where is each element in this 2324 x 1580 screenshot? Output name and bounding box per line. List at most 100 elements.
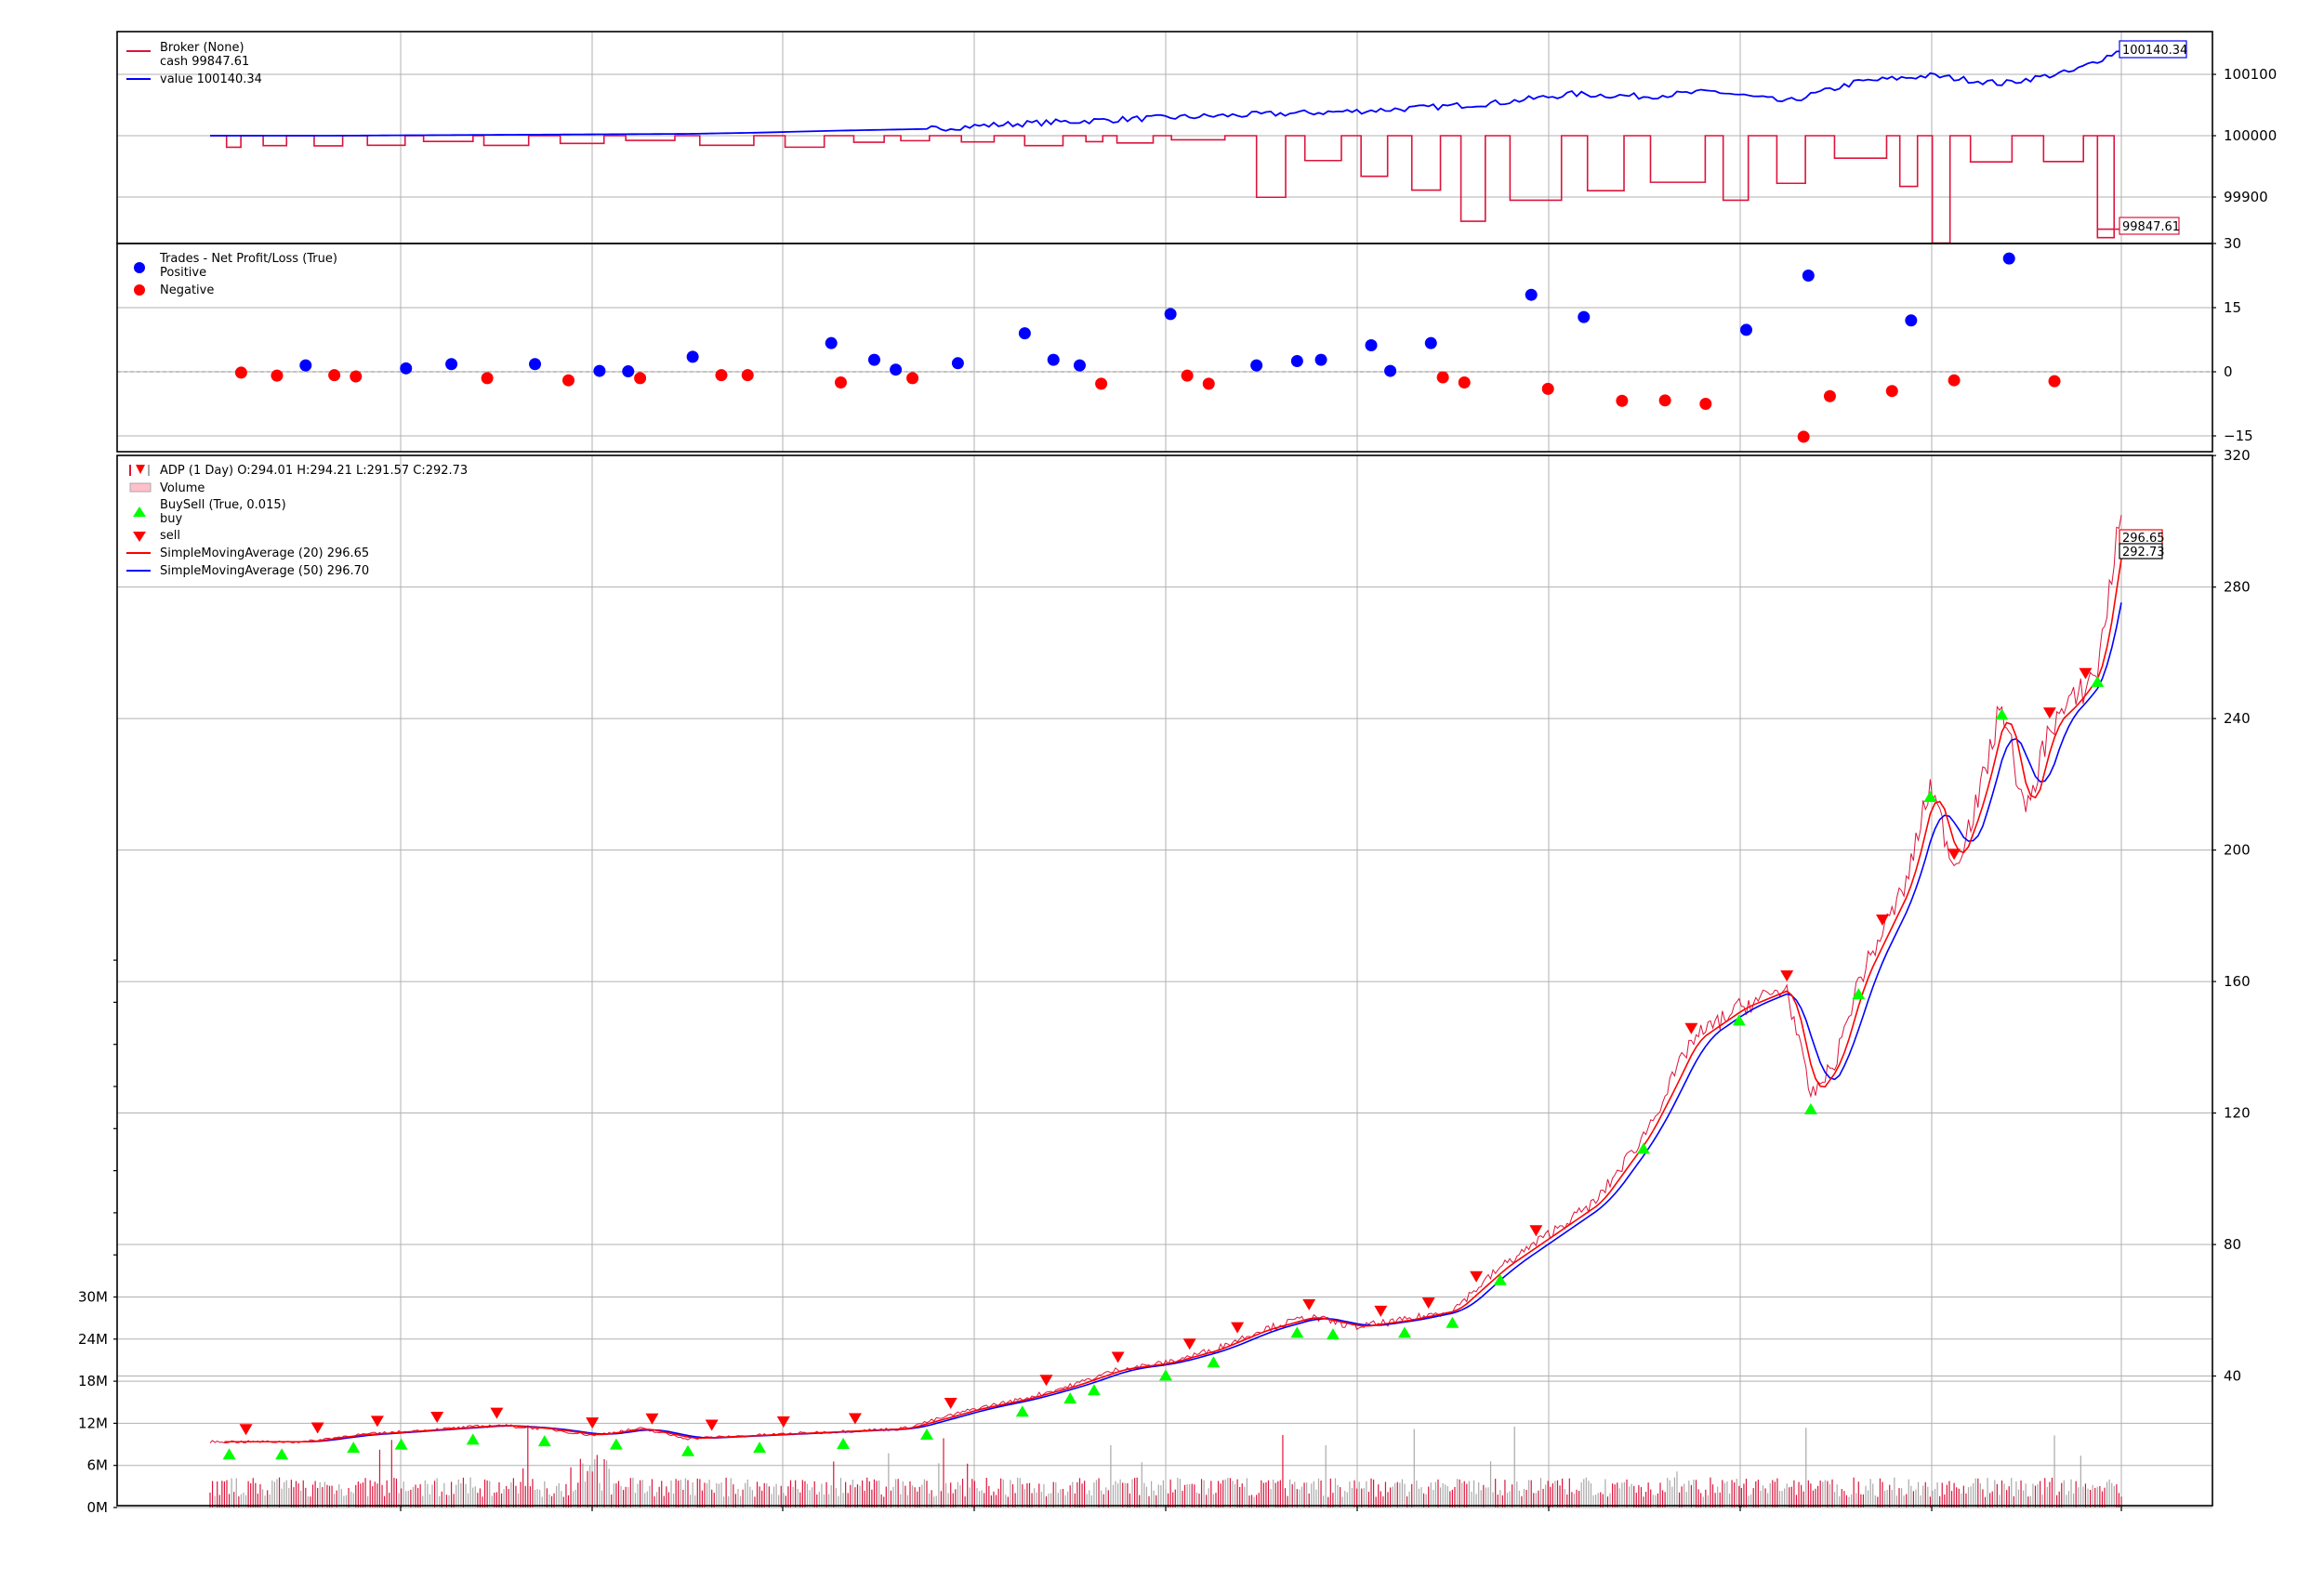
- buy-marker: [1923, 790, 1937, 802]
- price-axes-frame: [116, 454, 2213, 1507]
- buy-marker: [1207, 1356, 1221, 1368]
- buy-label: buy: [160, 512, 182, 526]
- buy-marker: [2091, 676, 2105, 688]
- grid-lines: [117, 32, 2212, 1508]
- sell-marker: [310, 1422, 324, 1434]
- sell-marker: [1111, 1351, 1125, 1363]
- negative-trade-point: [1458, 376, 1471, 388]
- negative-trade-point: [1541, 382, 1554, 395]
- buy-marker: [1803, 1102, 1817, 1114]
- negative-trade-point: [906, 372, 919, 385]
- sell-marker: [1374, 1305, 1388, 1317]
- buy-marker: [1290, 1326, 1304, 1338]
- negative-trade-point: [741, 369, 754, 382]
- buy-marker: [275, 1448, 289, 1460]
- sell-marker: [1039, 1375, 1053, 1387]
- positive-trade-point: [1802, 270, 1815, 282]
- buy-marker: [222, 1448, 236, 1460]
- buy-marker: [1995, 708, 2009, 720]
- sell-marker: [239, 1424, 253, 1436]
- volume-ytick-tick-label: 18M: [78, 1373, 108, 1389]
- positive-trade-point: [1384, 364, 1397, 377]
- price-ytick-tick-label: 200: [2224, 842, 2251, 859]
- sell-marker: [848, 1413, 862, 1425]
- negative-trade-point: [2048, 375, 2061, 388]
- sell-marker: [1948, 849, 1961, 861]
- sell-marker: [1421, 1297, 1435, 1310]
- buy-marker: [753, 1442, 767, 1454]
- negative-trade-point: [1095, 377, 1108, 390]
- sell-marker: [1876, 915, 1889, 927]
- positive-trade-point: [1164, 308, 1177, 321]
- negative-trade-point: [1699, 398, 1712, 410]
- negative-trade-point: [271, 369, 284, 382]
- buy-marker: [466, 1433, 480, 1445]
- positive-trade-point: [1018, 327, 1031, 340]
- svg-text:296.65: 296.65: [2122, 532, 2165, 546]
- sell-marker: [1231, 1322, 1245, 1334]
- value-label: value 100140.34: [160, 72, 262, 86]
- positive-trade-point: [1314, 353, 1327, 366]
- volume-ytick-tick-label: 12M: [78, 1415, 108, 1431]
- trades-ytick-tick-label: 0: [2224, 363, 2233, 380]
- sell-marker: [370, 1415, 384, 1428]
- value-line: [210, 50, 2122, 137]
- negative-trade-point: [328, 369, 341, 382]
- svg-text:100140.34: 100140.34: [2122, 44, 2187, 58]
- sma20-line: [224, 559, 2122, 1443]
- trades-ytick-tick-label: 15: [2224, 299, 2241, 316]
- trades-ytick-tick-label: 30: [2224, 235, 2241, 252]
- volume-ytick-tick-label: 24M: [78, 1331, 108, 1348]
- sell-legend-marker: [133, 532, 146, 542]
- close-tag: 292.73: [2119, 543, 2165, 560]
- positive-trade-point: [2002, 252, 2015, 265]
- sell-label: sell: [160, 529, 180, 543]
- volume-label: Volume: [160, 481, 205, 495]
- positive-trade-point: [299, 359, 312, 372]
- negative-label: Negative: [160, 283, 214, 297]
- negative-trade-point: [715, 369, 728, 382]
- broker-ytick-tick-label: 100100: [2224, 66, 2277, 83]
- buy-marker: [1446, 1316, 1459, 1328]
- cash-tag: 99847.61: [2119, 217, 2180, 235]
- positive-label: Positive: [160, 266, 206, 280]
- buy-marker: [837, 1438, 851, 1450]
- broker-ytick-tick-label: 100000: [2224, 127, 2277, 144]
- positive-trade-point: [1525, 288, 1538, 301]
- positive-trade-point: [529, 358, 542, 371]
- buy-marker: [537, 1435, 551, 1447]
- broker-title: Broker (None): [160, 41, 244, 55]
- buy-marker: [1637, 1142, 1650, 1154]
- negative-trade-point: [1436, 371, 1449, 384]
- broker-axes-frame: [116, 31, 2213, 244]
- negative-trade-point: [350, 370, 363, 383]
- negative-trade-point: [1616, 394, 1629, 407]
- buy-marker: [1159, 1369, 1172, 1381]
- price-ytick-tick-label: 320: [2224, 447, 2251, 464]
- value-tag: 100140.34: [2119, 40, 2187, 59]
- price-legend: ADP (1 Day) O:294.01 H:294.21 L:291.57 C…: [126, 464, 468, 578]
- trades-legend: Trades - Net Profit/Loss (True) Positive…: [134, 252, 337, 297]
- negative-trade-point: [1181, 369, 1194, 382]
- svg-text:99847.61: 99847.61: [2122, 220, 2180, 234]
- sma50-label: SimpleMovingAverage (50) 296.70: [160, 564, 369, 578]
- sell-marker: [430, 1411, 444, 1423]
- negative-trade-point: [1202, 377, 1215, 390]
- positive-trade-point: [686, 350, 699, 363]
- price-title: ADP (1 Day) O:294.01 H:294.21 L:291.57 C…: [160, 464, 468, 478]
- sell-marker: [2042, 707, 2056, 719]
- negative-trade-point: [1823, 389, 1836, 402]
- sell-marker: [2079, 667, 2093, 679]
- broker-ytick-tick-label: 99900: [2224, 189, 2268, 205]
- positive-trade-point: [445, 358, 458, 371]
- buy-marker: [1015, 1405, 1029, 1417]
- sell-marker: [1182, 1338, 1196, 1350]
- sma20-label: SimpleMovingAverage (20) 296.65: [160, 546, 369, 560]
- positive-trade-point: [1047, 353, 1060, 366]
- positive-trade-point: [1073, 359, 1086, 372]
- positive-trade-point: [825, 336, 838, 349]
- positive-trade-point: [1740, 323, 1753, 336]
- trades-ytick-tick-label: −15: [2224, 428, 2253, 444]
- positive-trade-point: [1905, 314, 1918, 327]
- buy-marker: [394, 1438, 408, 1450]
